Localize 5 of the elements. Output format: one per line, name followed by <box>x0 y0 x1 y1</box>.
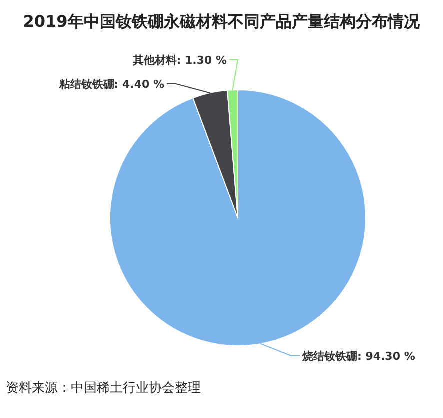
chart-title: 2019年中国钕铁硼永磁材料不同产品产量结构分布情况 <box>23 12 420 31</box>
slice-label: 粘结钕铁硼: 4.40 % <box>59 78 164 91</box>
source-note: 资料来源：中国稀土行业协会整理 <box>6 381 201 396</box>
slice-label: 其他材料: 1.30 % <box>132 54 227 67</box>
slice-label: 烧结钕铁硼: 94.30 % <box>302 350 416 363</box>
